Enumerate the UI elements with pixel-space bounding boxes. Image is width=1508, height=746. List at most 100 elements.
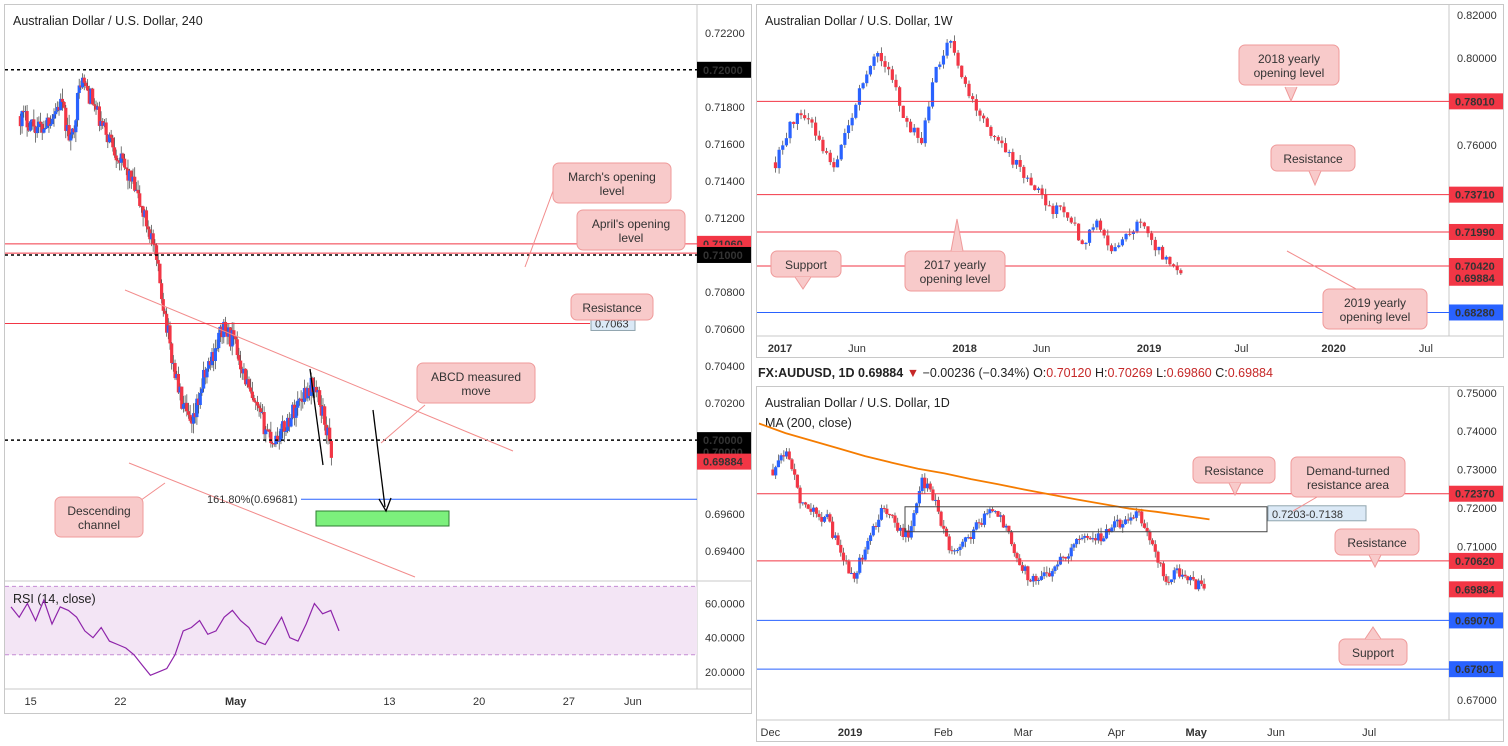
chart-1d[interactable]: 0.75000 0.74000 0.73000 0.72000 0.71000 0.690… [757,387,1503,741]
chart-panel-1d[interactable]: 0.75000 0.74000 0.73000 0.72000 0.71000 0.690… [756,386,1504,742]
candle-body [175,373,179,379]
candle-body [1022,166,1026,178]
candle-body [42,129,46,133]
candle-body [1159,562,1163,564]
candle-body [971,96,975,100]
candle-body [812,507,816,512]
candle-body [23,111,28,113]
candle-body [1073,222,1077,224]
candle-body [104,122,108,135]
candle-body [887,513,892,515]
candle-body [865,74,869,84]
candle-body [101,121,105,126]
candle-body [116,160,120,162]
candle-body [146,226,150,230]
candle-body [930,82,935,107]
candle-body [311,377,315,393]
candle-body [139,205,144,207]
candle-body [801,502,805,504]
open-value: 0.70120 [1046,366,1092,380]
candle-body [203,369,207,378]
callout-pointer [1364,626,1382,640]
x-tick-label: May [225,696,247,708]
candle-body [855,572,859,579]
candle-body [923,120,927,144]
candle-body [1113,521,1117,528]
candle-body [1007,152,1011,154]
x-tick-label: 2020 [1321,343,1345,355]
annotation-box [570,293,654,321]
low-label: L: [1156,366,1167,380]
annotation-text: level [619,231,644,245]
candle-body [912,513,916,527]
chart-panel-4h[interactable]: 0.72200 0.71800 0.71600 0.71400 0.71200 0.708… [4,4,752,714]
candle-body [87,90,91,104]
price-label: 0.70620 [1455,556,1495,568]
y-tick-label: 0.72200 [705,28,745,40]
y-tick-label: 0.70800 [705,287,745,299]
candle-body [1023,566,1027,571]
candle-body [123,158,127,168]
annotation-text: opening level [1340,310,1411,324]
candle-body [1099,533,1103,542]
candle-body [82,77,86,83]
x-tick-label: 2017 [768,343,792,355]
abcd-arrow-line [309,368,324,466]
candle-body [1164,576,1168,582]
candle-body [45,117,49,128]
candle-body [784,138,789,146]
candle-body [1088,537,1092,540]
candle-body [329,440,333,458]
annotation-text: Resistance [1283,152,1343,166]
chart-1w[interactable]: 0.820000.800000.760000.700002017Jun2018J… [757,5,1503,357]
candle-body [901,105,905,118]
price-label-box [1449,581,1503,598]
candle-body [890,514,894,516]
candle-body [291,404,295,419]
candle-body [264,429,268,435]
candle-body [817,513,821,517]
candle-body [180,386,184,409]
rsi-tick-label: 40.0000 [705,633,745,645]
candle-body [1150,233,1154,240]
candle-body [1175,266,1179,271]
candle-body [1153,544,1157,552]
candle-body [1014,160,1019,165]
candle-body [257,405,261,409]
candle-body [854,104,858,118]
target-arrow-line [372,409,386,508]
chart-4h[interactable]: 0.72200 0.71800 0.71600 0.71400 0.71200 0.708… [5,5,751,713]
candle-body [1117,245,1121,248]
candle-body [1069,217,1073,223]
candle-body [990,509,995,512]
candle-body [1106,235,1110,246]
candle-body [32,119,36,127]
annotation-text: April's opening [592,217,670,231]
candle-body [190,420,194,424]
candle-body [777,149,781,169]
price-label: 0.67801 [1455,664,1495,676]
candle-body [312,386,317,393]
chart-panel-1w[interactable]: 0.820000.800000.760000.700002017Jun2018J… [756,4,1504,358]
candle-body [1172,570,1176,580]
candle-body [178,386,182,393]
candle-body [91,88,95,105]
resistance-area-box [904,506,1268,533]
candle-body [850,573,854,575]
price-tag-box [1267,505,1367,522]
candle-body [949,41,953,43]
candle-body [109,134,113,138]
candle-body [917,491,921,504]
price-label-box [1449,186,1503,203]
candle-body [114,155,118,161]
rsi-line [10,598,340,677]
candle-body [792,121,796,125]
candle-body [1191,576,1195,580]
candle-body [904,530,908,537]
candle-body [953,550,957,552]
price-label-box [1449,304,1503,321]
candle-body [942,525,946,529]
candle-body [1058,205,1062,207]
candle-body [1000,140,1004,144]
candle-body [191,413,196,424]
